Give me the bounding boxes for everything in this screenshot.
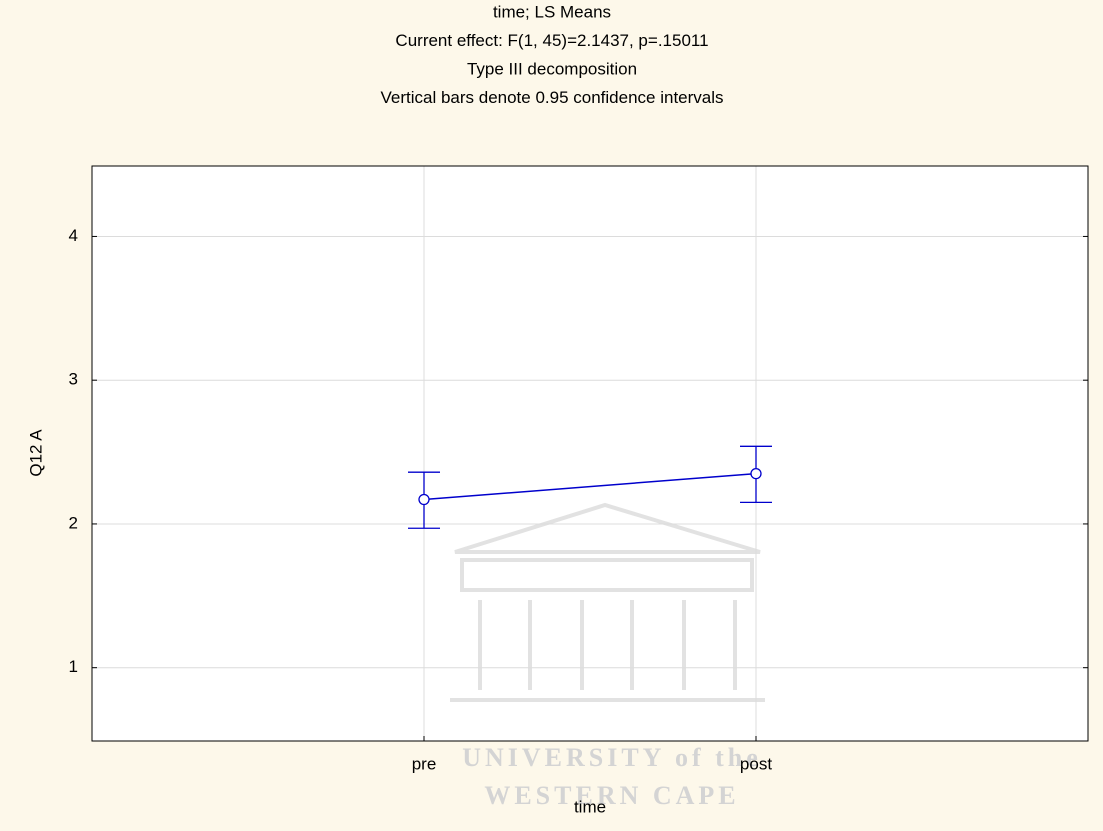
line [423, 472, 757, 501]
y-tick-label: 2 [69, 513, 78, 532]
chart-title: Type III decomposition [467, 59, 637, 78]
point [750, 467, 762, 480]
chart-title: Vertical bars denote 0.95 confidence int… [380, 88, 723, 107]
plot-area [92, 166, 1088, 741]
watermark: WESTERN CAPE [484, 781, 739, 810]
point [418, 493, 430, 506]
y-axis-label: Q12 A [26, 429, 45, 477]
watermark-building [450, 502, 765, 702]
watermark: UNIVERSITY of the [462, 743, 762, 772]
chart-title: Current effect: F(1, 45)=2.1437, p=.1501… [395, 31, 708, 50]
y-tick-label: 1 [69, 657, 78, 676]
x-tick-label: pre [412, 754, 437, 773]
x-axis-label: time [574, 797, 606, 816]
plot-frame [91, 165, 1089, 742]
y-tick-label: 4 [69, 226, 78, 245]
x-tick-label: post [740, 754, 772, 773]
chart-title: time; LS Means [493, 2, 611, 21]
y-tick-label: 3 [69, 370, 78, 389]
